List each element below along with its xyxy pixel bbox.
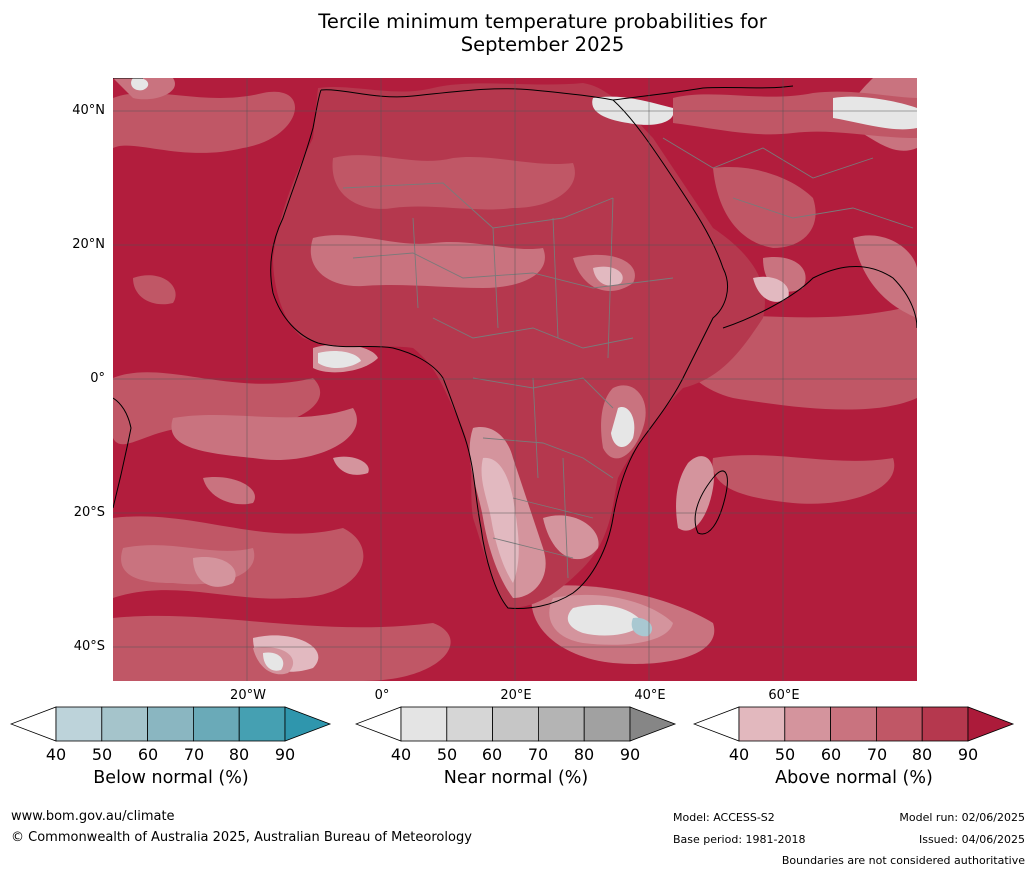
colorbar-bin [784,706,832,742]
colorbar-extend-high [967,706,1015,742]
graticule [113,78,917,681]
lon-label-20w: 20°W [230,688,266,703]
colorbar-bin [55,706,103,742]
above-tick-90: 90 [957,745,979,764]
below-tick-80: 80 [228,745,250,764]
land-probability [273,83,917,608]
title-line-2: September 2025 [460,33,625,56]
colorbar-bin [400,706,448,742]
near-tick-40: 40 [390,745,412,764]
probability-map [113,78,917,681]
colorbar-below-title: Below normal (%) [93,768,249,788]
footer-model-run: Model run: 02/06/2025 [899,811,1025,824]
coastlines [113,78,917,609]
colorbar-extend-high [284,706,332,742]
lon-label-0: 0° [374,688,390,703]
colorbar-bin [101,706,149,742]
footer-website: www.bom.gov.au/climate [11,809,175,824]
colorbar-above-svg [693,706,1015,742]
footer-model: Model: ACCESS-S2 [673,811,775,824]
colorbar-bin [192,706,240,742]
colorbar-near-title: Near normal (%) [443,768,589,788]
above-tick-70: 70 [866,745,888,764]
colorbar-bin [738,706,786,742]
colorbar-bin [583,706,631,742]
colorbar-above-title: Above normal (%) [775,768,933,788]
lon-label-40e: 40°E [634,688,666,703]
colorbar-extend-low [355,706,402,742]
ocean-probability-patches [113,78,917,681]
colorbar-bin [446,706,494,742]
below-tick-50: 50 [91,745,113,764]
below-tick-40: 40 [45,745,67,764]
colorbar-bin [492,706,539,742]
above-tick-80: 80 [911,745,933,764]
footer-disclaimer: Boundaries are not considered authoritat… [781,854,1025,867]
colorbar-below-svg [10,706,332,742]
colorbar-bin [238,706,286,742]
colorbar-above [693,706,1015,742]
below-tick-70: 70 [183,745,205,764]
map-svg [113,78,917,681]
lon-label-60e: 60°E [768,688,800,703]
near-tick-80: 80 [573,745,595,764]
colorbar-below [10,706,332,742]
above-tick-60: 60 [820,745,842,764]
colorbar-near [355,706,677,742]
colorbar-bin [537,706,585,742]
chart-title: Tercile minimum temperature probabilitie… [0,10,1035,56]
colorbar-extend-high [629,706,677,742]
lat-label-20s: 20°S [73,505,105,520]
lon-label-20e: 20°E [500,688,532,703]
above-tick-50: 50 [774,745,796,764]
above-tick-40: 40 [728,745,750,764]
near-tick-50: 50 [436,745,458,764]
footer-copyright: © Commonwealth of Australia 2025, Austra… [11,830,472,845]
colorbar-bin [921,706,969,742]
lat-label-40n: 40°N [72,103,105,118]
colorbar-bin [147,706,194,742]
lat-label-20n: 20°N [72,237,105,252]
colorbar-bin [830,706,877,742]
colorbar-near-svg [355,706,677,742]
below-tick-90: 90 [274,745,296,764]
footer-issued: Issued: 04/06/2025 [918,833,1025,846]
country-borders [342,137,914,579]
below-tick-60: 60 [137,745,159,764]
lat-label-40s: 40°S [73,639,105,654]
title-line-1: Tercile minimum temperature probabilitie… [318,10,767,33]
near-tick-60: 60 [481,745,503,764]
near-tick-90: 90 [619,745,641,764]
colorbar-extend-low [693,706,740,742]
lat-label-0: 0° [90,371,105,386]
colorbar-bin [875,706,923,742]
footer-base-period: Base period: 1981-2018 [673,833,806,846]
colorbar-extend-low [10,706,57,742]
near-tick-70: 70 [527,745,549,764]
